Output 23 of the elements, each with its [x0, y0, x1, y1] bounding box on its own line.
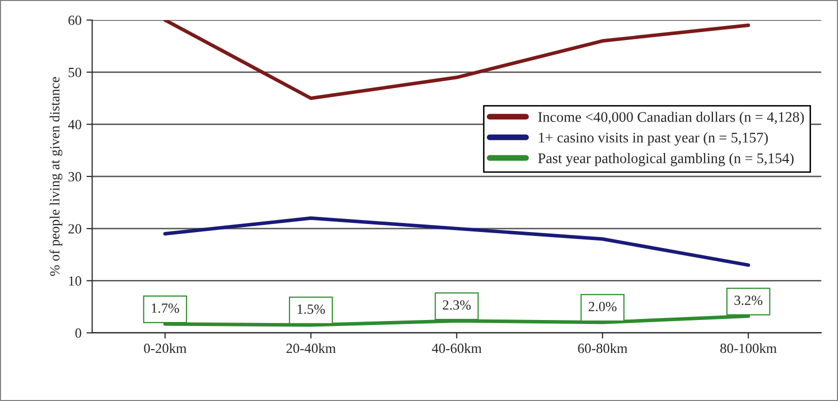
- y-tick-label: 50: [68, 68, 82, 78]
- data-label: 1.7%: [152, 303, 180, 313]
- x-tick-label: 20-40km: [286, 343, 336, 354]
- y-axis-title: % of people living at given distance: [50, 77, 62, 276]
- line-series: [163, 20, 750, 100]
- y-tick-label: 60: [68, 16, 82, 26]
- x-tick-label: 80-100km: [720, 343, 777, 354]
- data-label: 2.3%: [442, 300, 471, 310]
- data-label: 3.2%: [734, 296, 762, 306]
- y-tick-label: 10: [69, 276, 82, 286]
- x-tick-label: 60-80km: [578, 343, 628, 354]
- y-tick-label: 40: [68, 120, 82, 130]
- data-label: 1.5%: [298, 304, 325, 314]
- line-series: [163, 216, 750, 267]
- y-tick-label: 20: [68, 224, 82, 234]
- x-tick-label: 0-20km: [144, 343, 186, 354]
- legend-label: Income <40,000 Canadian dollars (n = 4,128): [538, 112, 804, 125]
- y-tick-label: 0: [75, 328, 82, 338]
- x-tick-label: 40-60km: [432, 343, 482, 354]
- data-label: 2.0%: [588, 302, 617, 312]
- legend-label: Past year pathological gambling (n = 5,154): [538, 152, 794, 166]
- y-tick-label: 30: [68, 172, 82, 182]
- legend-label: 1+ casino visits in past year (n = 5,157): [539, 132, 768, 146]
